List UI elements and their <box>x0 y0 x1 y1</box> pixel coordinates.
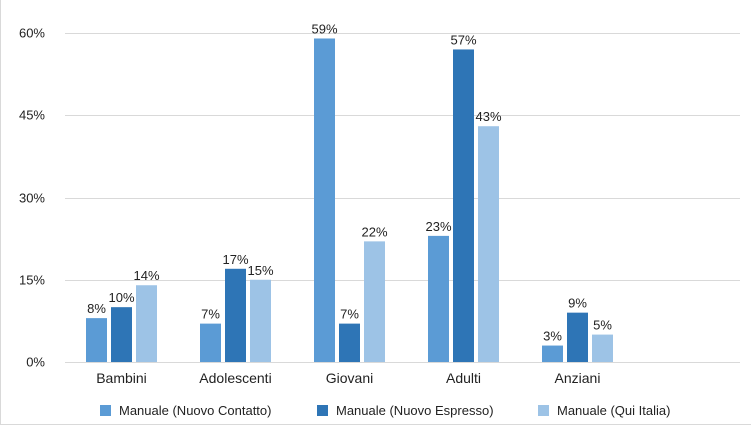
data-label: 43% <box>475 109 501 124</box>
bar-anziani-series-3 <box>592 334 613 362</box>
data-label: 57% <box>450 32 476 47</box>
legend-label-1: Manuale (Nuovo Contatto) <box>119 403 271 418</box>
bar-giovani-series-1 <box>314 38 335 362</box>
bar-adolescenti-series-3 <box>250 279 271 362</box>
bar-giovani-series-2 <box>339 323 360 362</box>
data-label: 15% <box>247 263 273 278</box>
bar-adolescenti-series-1 <box>200 323 221 362</box>
legend-swatch-1 <box>100 405 111 416</box>
bar-adulti-series-2 <box>453 49 474 362</box>
data-label: 22% <box>361 224 387 239</box>
y-tick-label: 0% <box>26 355 45 370</box>
data-label: 23% <box>425 219 451 234</box>
data-label: 3% <box>543 329 562 344</box>
bar-bambini-series-1 <box>86 318 107 362</box>
data-label: 17% <box>222 252 248 267</box>
bar-adolescenti-series-2 <box>225 268 246 362</box>
x-category-label: Bambini <box>96 370 147 386</box>
legend-label-2: Manuale (Nuovo Espresso) <box>336 403 494 418</box>
data-label: 7% <box>201 307 220 322</box>
x-category-label: Anziani <box>555 370 601 386</box>
data-label: 8% <box>87 301 106 316</box>
bar-anziani-series-2 <box>567 312 588 362</box>
data-label: 59% <box>311 21 337 36</box>
legend-label-3: Manuale (Qui Italia) <box>557 403 670 418</box>
y-tick-label: 15% <box>19 273 45 288</box>
y-tick-label: 60% <box>19 26 45 41</box>
legend-swatch-2 <box>317 405 328 416</box>
data-label: 9% <box>568 296 587 311</box>
bar-adulti-series-1 <box>428 235 449 362</box>
bar-bambini-series-3 <box>136 285 157 362</box>
legend-swatch-3 <box>538 405 549 416</box>
bar-giovani-series-3 <box>364 241 385 362</box>
y-tick-label: 30% <box>19 191 45 206</box>
data-label: 14% <box>133 268 159 283</box>
data-label: 7% <box>340 307 359 322</box>
y-tick-label: 45% <box>19 108 45 123</box>
data-label: 5% <box>593 318 612 333</box>
x-category-label: Adulti <box>446 370 481 386</box>
x-category-label: Giovani <box>326 370 373 386</box>
x-category-label: Adolescenti <box>199 370 271 386</box>
bar-adulti-series-3 <box>478 126 499 362</box>
data-label: 10% <box>108 290 134 305</box>
bar-bambini-series-2 <box>111 307 132 362</box>
bar-anziani-series-1 <box>542 345 563 362</box>
